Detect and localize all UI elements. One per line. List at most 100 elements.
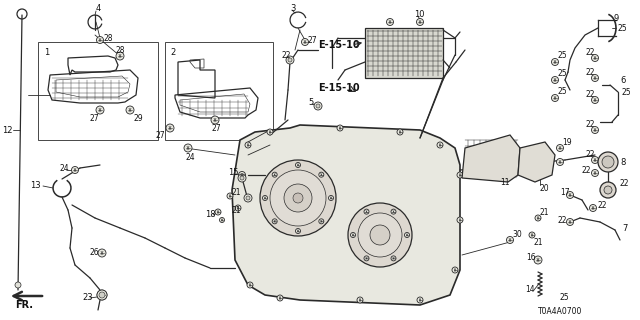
Circle shape — [591, 156, 598, 164]
Text: 18: 18 — [205, 210, 216, 219]
Circle shape — [328, 196, 333, 201]
Text: 5: 5 — [308, 98, 313, 107]
Text: 21: 21 — [232, 188, 241, 196]
Text: 24: 24 — [60, 164, 70, 172]
Text: 27: 27 — [156, 131, 166, 140]
Circle shape — [288, 58, 292, 62]
Circle shape — [116, 52, 124, 60]
Circle shape — [364, 209, 369, 214]
Circle shape — [602, 156, 614, 168]
Text: 22: 22 — [597, 201, 607, 210]
Text: 22: 22 — [558, 215, 568, 225]
Circle shape — [245, 142, 251, 148]
Text: 24: 24 — [186, 153, 196, 162]
Text: 23: 23 — [82, 293, 93, 302]
Text: 22: 22 — [282, 51, 291, 60]
Text: 22: 22 — [582, 165, 591, 174]
Text: 20: 20 — [540, 183, 550, 193]
Circle shape — [286, 56, 294, 64]
Circle shape — [598, 152, 618, 172]
Text: 11: 11 — [500, 178, 509, 187]
Text: 14: 14 — [525, 285, 534, 294]
Text: 15: 15 — [228, 167, 239, 177]
Text: 21: 21 — [540, 207, 550, 217]
Circle shape — [552, 94, 559, 101]
Circle shape — [15, 282, 21, 288]
Circle shape — [319, 172, 324, 177]
Circle shape — [240, 176, 244, 180]
Circle shape — [272, 219, 277, 224]
Text: E-15-10: E-15-10 — [318, 40, 360, 50]
Text: 13: 13 — [30, 180, 40, 189]
Circle shape — [211, 116, 219, 124]
Circle shape — [506, 236, 513, 244]
Bar — [165, 42, 273, 140]
Circle shape — [457, 172, 463, 178]
Circle shape — [238, 174, 246, 182]
Circle shape — [246, 196, 250, 200]
Circle shape — [184, 144, 192, 152]
Circle shape — [364, 256, 369, 261]
Circle shape — [301, 38, 308, 45]
Circle shape — [96, 106, 104, 114]
Circle shape — [552, 76, 559, 84]
Circle shape — [600, 182, 616, 198]
Circle shape — [552, 59, 559, 66]
Circle shape — [534, 256, 542, 264]
Circle shape — [293, 193, 303, 203]
Text: 25: 25 — [622, 87, 632, 97]
Circle shape — [260, 160, 336, 236]
Circle shape — [351, 233, 355, 237]
Polygon shape — [462, 135, 520, 182]
Text: 27: 27 — [212, 124, 221, 132]
Text: 21: 21 — [232, 205, 241, 214]
Circle shape — [591, 126, 598, 133]
Circle shape — [591, 75, 598, 82]
Circle shape — [316, 104, 320, 108]
Text: 25: 25 — [560, 293, 570, 302]
Text: 25: 25 — [558, 68, 568, 77]
Text: 21: 21 — [534, 237, 543, 246]
Circle shape — [535, 215, 541, 221]
Circle shape — [604, 186, 612, 194]
Circle shape — [239, 172, 246, 179]
Text: 17: 17 — [560, 188, 570, 196]
Circle shape — [99, 292, 105, 298]
Circle shape — [370, 225, 390, 245]
Circle shape — [220, 218, 225, 222]
Text: 19: 19 — [562, 138, 572, 147]
Text: 26: 26 — [90, 247, 100, 257]
Circle shape — [589, 204, 596, 212]
Text: 22: 22 — [585, 90, 595, 99]
Circle shape — [166, 124, 174, 132]
Circle shape — [126, 106, 134, 114]
Circle shape — [267, 129, 273, 135]
Text: 30: 30 — [512, 229, 522, 238]
Circle shape — [270, 170, 326, 226]
Text: 3: 3 — [290, 4, 296, 12]
Circle shape — [244, 194, 252, 202]
Text: 22: 22 — [585, 149, 595, 158]
Bar — [38, 42, 158, 140]
Circle shape — [391, 209, 396, 214]
Circle shape — [387, 19, 394, 26]
Circle shape — [97, 36, 104, 44]
Polygon shape — [232, 125, 460, 305]
Circle shape — [235, 205, 241, 211]
Circle shape — [452, 267, 458, 273]
Text: 22: 22 — [585, 68, 595, 76]
Circle shape — [319, 219, 324, 224]
Text: 28: 28 — [103, 34, 113, 43]
Text: 10: 10 — [414, 10, 424, 19]
Circle shape — [557, 145, 563, 151]
Circle shape — [284, 184, 312, 212]
Circle shape — [215, 209, 221, 215]
Text: 22: 22 — [585, 47, 595, 57]
Circle shape — [277, 295, 283, 301]
Circle shape — [227, 193, 233, 199]
Circle shape — [296, 163, 301, 167]
Polygon shape — [518, 142, 555, 182]
Text: 1: 1 — [44, 47, 49, 57]
Text: 25: 25 — [558, 51, 568, 60]
Circle shape — [98, 249, 106, 257]
